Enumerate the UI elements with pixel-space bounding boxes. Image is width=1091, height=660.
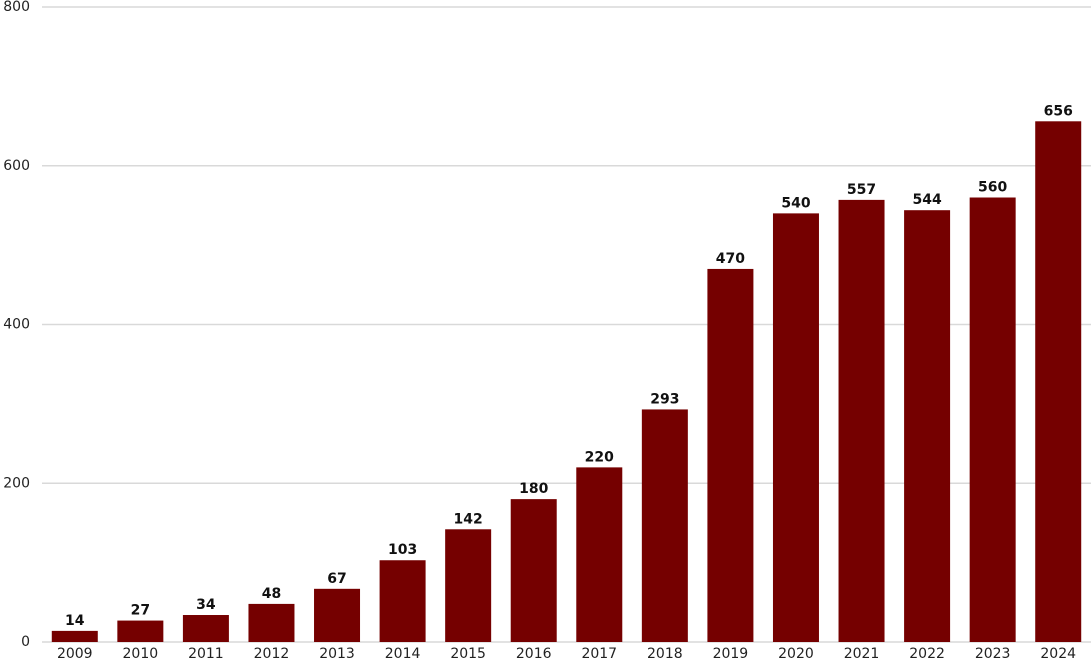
x-tick-label: 2019	[713, 646, 749, 660]
bar	[379, 560, 426, 642]
value-label: 557	[847, 182, 876, 198]
bar	[314, 588, 361, 642]
x-tick-label: 2016	[516, 646, 552, 660]
value-label: 67	[327, 571, 346, 587]
value-label: 293	[650, 391, 679, 407]
value-label: 103	[388, 542, 417, 558]
x-tick-label: 2020	[778, 646, 814, 660]
bar	[576, 467, 623, 642]
bar	[117, 620, 164, 642]
bar	[707, 268, 754, 642]
bar	[182, 615, 229, 642]
x-tick-label: 2015	[450, 646, 486, 660]
y-tick-label: 0	[21, 634, 30, 650]
x-tick-label: 2018	[647, 646, 683, 660]
y-tick-label: 200	[3, 475, 30, 491]
bar	[1035, 121, 1082, 643]
x-tick-label: 2021	[844, 646, 880, 660]
y-tick-label: 600	[3, 158, 30, 174]
x-tick-label: 2011	[188, 646, 224, 660]
bar	[445, 529, 492, 642]
value-label: 180	[519, 481, 548, 497]
x-tick-label: 2022	[909, 646, 945, 660]
value-label: 544	[912, 192, 941, 208]
value-label: 142	[454, 511, 483, 527]
bar	[904, 210, 951, 642]
value-label: 540	[781, 195, 810, 211]
value-label: 14	[65, 613, 85, 629]
value-label: 48	[262, 586, 281, 602]
y-tick-label: 400	[3, 317, 30, 333]
value-label: 27	[131, 603, 150, 619]
x-tick-label: 2014	[385, 646, 421, 660]
bar	[838, 199, 885, 642]
value-label: 34	[196, 597, 216, 613]
value-label: 656	[1044, 103, 1073, 119]
y-tick-label: 800	[3, 0, 30, 15]
bar	[772, 213, 819, 642]
value-label: 470	[716, 251, 745, 267]
bar	[248, 603, 295, 642]
bar	[51, 630, 98, 642]
bar	[641, 409, 688, 642]
x-tick-label: 2017	[581, 646, 617, 660]
bar	[969, 197, 1016, 642]
x-tick-label: 2024	[1040, 646, 1076, 660]
x-tick-label: 2009	[57, 646, 93, 660]
x-tick-label: 2010	[123, 646, 159, 660]
value-label: 560	[978, 180, 1007, 196]
bar	[510, 499, 557, 642]
value-label: 220	[585, 449, 614, 465]
x-tick-label: 2013	[319, 646, 355, 660]
x-tick-label: 2023	[975, 646, 1011, 660]
x-tick-label: 2012	[254, 646, 290, 660]
